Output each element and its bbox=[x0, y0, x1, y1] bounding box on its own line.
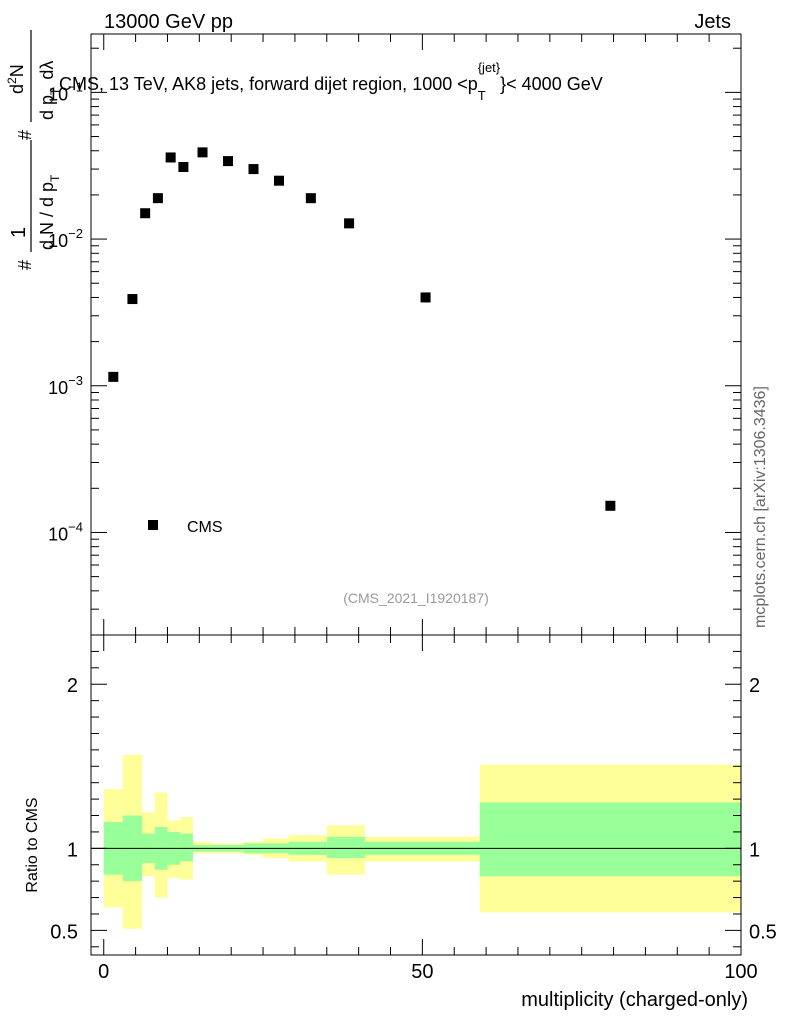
legend-label-cms: CMS bbox=[187, 519, 223, 536]
ratio-y-tick-label-right: 0.5 bbox=[749, 921, 777, 943]
data-point bbox=[197, 147, 208, 158]
chart-title: CMS, 13 TeV, AK8 jets, forward dijet reg… bbox=[59, 60, 603, 103]
y-label-dpt-dlambda: d pTdλ bbox=[37, 61, 62, 120]
main-x-axis-ticks bbox=[103, 34, 742, 635]
title-sup: {jet} bbox=[478, 60, 501, 75]
main-y-tick-labels: 10−1 10−2 10−3 10−4 bbox=[48, 79, 83, 544]
analysis-tag: (CMS_2021_I1920187) bbox=[343, 590, 489, 606]
ratio-inner-band bbox=[479, 802, 741, 877]
x-tick-label: 50 bbox=[411, 961, 433, 983]
data-point bbox=[605, 500, 616, 511]
main-y-tick-label: 10−3 bbox=[48, 373, 83, 398]
main-y-tick-label: 10−2 bbox=[48, 226, 83, 251]
ratio-y-axis-ticks: 0.5 0.5 1 1 2 2 bbox=[50, 650, 777, 948]
main-panel: 10−1 10−2 10−3 10−4 bbox=[48, 33, 742, 636]
legend: CMS bbox=[148, 519, 223, 536]
main-plot-frame bbox=[90, 33, 742, 636]
x-axis-label: multiplicity (charged-only) bbox=[521, 989, 748, 1011]
ratio-panel: 0.5 0.5 1 1 2 2 0 50 100 bbox=[50, 634, 777, 983]
header-right: Jets bbox=[694, 11, 731, 33]
main-y-tick-label: 10−1 bbox=[48, 79, 83, 104]
data-point bbox=[273, 175, 284, 186]
ratio-y-tick-label-left: 2 bbox=[67, 675, 78, 697]
title-post: }< 4000 GeV bbox=[500, 74, 603, 94]
data-point bbox=[108, 371, 119, 382]
main-y-tick-label: 10−4 bbox=[48, 519, 83, 544]
data-point bbox=[223, 156, 234, 167]
x-tick-label: 100 bbox=[724, 961, 757, 983]
y-label-one: 1 bbox=[8, 227, 30, 238]
legend-marker-cms bbox=[148, 520, 158, 530]
ratio-inner-band bbox=[326, 836, 366, 859]
data-point bbox=[152, 193, 163, 204]
data-point bbox=[178, 161, 189, 172]
title-pre: CMS, 13 TeV, AK8 jets, forward dijet reg… bbox=[59, 74, 478, 94]
y-label-hash-1: # bbox=[15, 260, 35, 270]
watermark: mcplots.cern.ch [arXiv:1306.3436] bbox=[752, 386, 769, 628]
ratio-y-axis-label: Ratio to CMS bbox=[24, 797, 41, 892]
x-tick-label: 0 bbox=[98, 961, 109, 983]
y-label-d2n: d2N bbox=[5, 64, 27, 94]
header-left: 13000 GeV pp bbox=[104, 11, 233, 33]
data-point bbox=[344, 218, 355, 229]
data-point bbox=[420, 292, 431, 303]
ratio-y-tick-label-left: 1 bbox=[67, 839, 78, 861]
ratio-y-tick-label-left: 0.5 bbox=[50, 921, 78, 943]
data-point bbox=[165, 152, 176, 163]
ratio-x-axis-ticks: 0 50 100 bbox=[98, 635, 758, 983]
data-point bbox=[127, 294, 138, 305]
title-sub: T bbox=[478, 88, 486, 103]
ratio-y-tick-label-right: 1 bbox=[749, 839, 760, 861]
main-y-axis-ticks bbox=[91, 47, 741, 636]
ratio-bands bbox=[103, 754, 741, 929]
data-point bbox=[140, 208, 151, 219]
cms-data-points bbox=[108, 147, 616, 511]
y-label-hash-2: # bbox=[15, 130, 35, 140]
ratio-inner-band bbox=[180, 833, 193, 862]
ratio-plot-frame bbox=[90, 634, 742, 956]
data-point bbox=[305, 193, 316, 204]
y-label-denominator: d N / d pT bbox=[37, 174, 62, 250]
main-y-axis-label: # 1 d N / d pT # d2N d pTdλ bbox=[5, 30, 62, 270]
ratio-y-tick-label-right: 2 bbox=[749, 675, 760, 697]
data-point bbox=[248, 164, 259, 175]
